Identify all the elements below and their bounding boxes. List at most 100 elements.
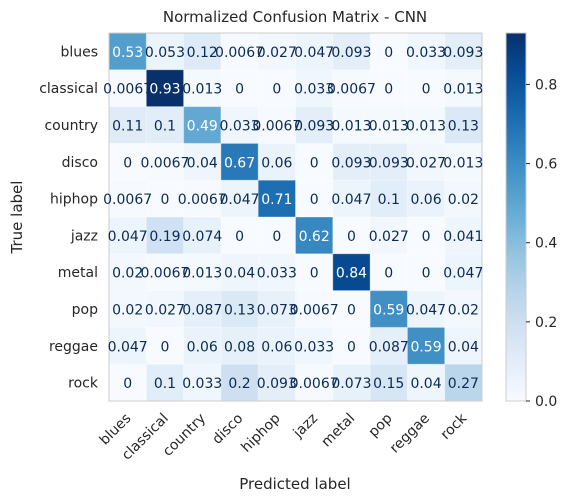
cell-value: 0.013: [182, 82, 222, 98]
colorbar-tick-label: 0.8: [535, 77, 557, 93]
cell-value: 0.047: [108, 229, 148, 245]
cell-value: 0: [310, 192, 319, 208]
cell-value: 0.074: [182, 229, 222, 245]
cell-value: 0.04: [448, 339, 479, 355]
cell-value: 0.13: [448, 119, 479, 135]
x-axis-label: Predicted label: [239, 475, 350, 493]
cell-value: 0: [347, 339, 356, 355]
x-tick-label: pop: [366, 410, 396, 440]
cell-value: 0.59: [410, 339, 441, 355]
x-tick-label: metal: [319, 411, 359, 451]
cell-value: 0: [272, 229, 281, 245]
cell-value: 0: [384, 266, 393, 282]
cell-value: 0.02: [112, 266, 143, 282]
cell-value: 0.1: [154, 119, 176, 135]
cell-value: 0.71: [261, 192, 292, 208]
x-tick-label: jazz: [290, 411, 321, 442]
cell-value: 0.033: [182, 376, 222, 392]
cell-value: 0.02: [448, 303, 479, 319]
cell-value: 0: [347, 303, 356, 319]
cell-value: 0.62: [299, 229, 330, 245]
cell-value: 0.0067: [327, 82, 376, 98]
y-tick-label: country: [44, 118, 98, 134]
cell-value: 0: [347, 229, 356, 245]
cell-value: 0.047: [331, 192, 371, 208]
cell-value: 0: [310, 155, 319, 171]
cell-value: 0.13: [224, 303, 255, 319]
cell-value: 0.013: [369, 119, 409, 135]
y-tick-label: pop: [72, 302, 98, 318]
cell-value: 0: [422, 82, 431, 98]
y-tick-label: disco: [62, 155, 98, 171]
cell-value: 0: [235, 229, 244, 245]
cell-value: 0.0067: [103, 192, 152, 208]
cell-value: 0: [272, 82, 281, 98]
cell-value: 0.093: [294, 119, 334, 135]
y-tick-labels: blues classical country disco hiphop jazz meta…: [39, 44, 99, 391]
cell-value: 0.02: [448, 192, 479, 208]
cell-value: 0.013: [331, 119, 371, 135]
colorbar-tick-label: 0.4: [535, 236, 557, 252]
cell-value: 0: [384, 45, 393, 61]
cell-value: 0.093: [369, 155, 409, 171]
colorbar-tick-label: 0.6: [535, 157, 557, 173]
cell-value: 0: [123, 376, 132, 392]
cell-value: 0.0067: [103, 82, 152, 98]
cell-value: 0.073: [331, 376, 371, 392]
cell-value: 0.047: [108, 339, 148, 355]
cell-value: 0.06: [261, 339, 292, 355]
cell-value: 0.49: [187, 119, 218, 135]
y-tick-label: blues: [60, 44, 98, 60]
y-tick-label: jazz: [70, 228, 98, 244]
x-tick-labels: bluesclassicalcountry discohiphop jazzmeta…: [97, 410, 471, 464]
cell-value: 0.047: [220, 192, 260, 208]
cell-value: 0.013: [182, 266, 222, 282]
cell-value: 0.15: [373, 376, 404, 392]
colorbar-tick-label: 0.0: [535, 394, 557, 410]
cell-value: 0.013: [443, 155, 483, 171]
cell-value: 0.06: [261, 155, 292, 171]
cell-value: 0.84: [336, 266, 367, 282]
cell-value: 0.053: [145, 45, 185, 61]
cell-value: 0.047: [406, 303, 446, 319]
cell-value: 0.02: [112, 303, 143, 319]
cell-value: 0.033: [406, 45, 446, 61]
cell-value: 0.04: [187, 155, 218, 171]
cell-value: 0.033: [257, 266, 297, 282]
x-tick-label: reggae: [387, 411, 433, 457]
cell-value: 0.93: [149, 82, 180, 98]
cell-value: 0.027: [257, 45, 297, 61]
cell-value: 0.67: [224, 155, 255, 171]
cell-value: 0: [160, 339, 169, 355]
cell-value: 0.093: [331, 45, 371, 61]
y-tick-label: classical: [39, 81, 98, 97]
x-tick-label: hiphop: [238, 410, 283, 455]
cell-value: 0.11: [112, 119, 143, 135]
chart-title: Normalized Confusion Matrix - CNN: [163, 8, 427, 26]
cell-value: 0.0067: [290, 303, 339, 319]
cell-value: 0.27: [448, 376, 479, 392]
cell-value: 0.093: [331, 155, 371, 171]
colorbar-tick-label: 0.2: [535, 315, 557, 331]
cell-value: 0.027: [369, 229, 409, 245]
cell-value: 0.53: [112, 45, 143, 61]
cell-value: 0.041: [443, 229, 483, 245]
cell-value: 0: [160, 192, 169, 208]
y-tick-label: metal: [58, 265, 98, 281]
cell-value: 0: [422, 229, 431, 245]
cell-value: 0: [310, 266, 319, 282]
cell-value: 0.033: [294, 339, 334, 355]
cell-value: 0.087: [182, 303, 222, 319]
cell-value: 0.1: [378, 192, 400, 208]
cell-value: 0.087: [369, 339, 409, 355]
cell-value: 0.08: [224, 339, 255, 355]
cell-value: 0.06: [187, 339, 218, 355]
cell-value: 0.2: [228, 376, 250, 392]
cell-value: 0: [384, 82, 393, 98]
cell-value: 0.0067: [140, 155, 189, 171]
y-tick-label: hiphop: [50, 192, 98, 208]
cell-value: 0.047: [443, 266, 483, 282]
cell-value: 0.19: [149, 229, 180, 245]
x-tick-label: rock: [438, 410, 471, 443]
